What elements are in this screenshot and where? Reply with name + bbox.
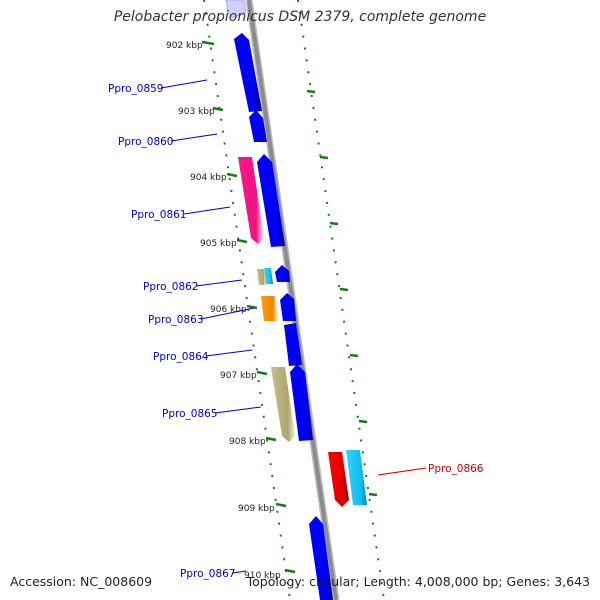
tick-908 [265,436,277,442]
tick-label-906: 906 kbp [210,305,247,315]
leader-0861 [183,206,231,215]
tick-label-902: 902 kbp [166,41,203,51]
leader-0865 [214,406,262,414]
major-ticks [201,40,296,574]
leader-lines [160,79,262,574]
outer-tick-g [368,492,378,497]
gene-pink[interactable] [238,157,264,244]
outer-dotted-ring [297,0,385,600]
outer-tick-e [349,353,359,358]
tick-904 [226,172,238,178]
gene-orange[interactable] [261,296,278,321]
gene-ppro-0866-red[interactable] [328,452,349,507]
outer-major-ticks [306,89,378,497]
label-ppro-0866[interactable]: Ppro_0866 [428,463,484,475]
gene-ppro-0864[interactable] [284,323,302,366]
outer-tick-b [319,155,329,160]
leader-0863 [200,307,255,320]
tick-906 [246,304,258,310]
tick-label-908: 908 kbp [229,437,266,447]
gene-ppro-0861[interactable] [257,154,285,247]
tick-label-909: 909 kbp [238,504,275,514]
gene-ppro-0867[interactable] [309,516,333,600]
tick-label-904: 904 kbp [190,173,227,183]
inner-dotted-ring [203,0,291,600]
top-partial-feature [225,0,247,19]
outer-tick-d [339,287,349,292]
outer-tick-f [358,419,368,424]
tick-909 [275,502,287,508]
map-title: Pelobacter propionicus DSM 2379, complet… [113,9,487,25]
leader-0862 [195,279,243,287]
label-ppro-0864[interactable]: Ppro_0864 [153,351,209,363]
gene-ppro-0860[interactable] [249,110,267,142]
label-ppro-0859[interactable]: Ppro_0859 [108,83,163,95]
gene-ppro-0863[interactable] [280,293,296,321]
label-ppro-0861[interactable]: Ppro_0861 [131,209,186,221]
label-ppro-0860[interactable]: Ppro_0860 [118,136,173,148]
label-ppro-0863[interactable]: Ppro_0863 [148,314,203,326]
leader-0867 [232,570,247,574]
forward-genes [234,33,333,600]
gene-ppro-0859[interactable] [234,33,262,112]
accession-text: Accession: NC_008609 [10,574,153,589]
tick-label-903: 903 kbp [178,107,215,117]
tick-903 [212,106,224,112]
outer-tick-a [306,89,316,94]
gene-ppro-0862[interactable] [275,265,290,282]
tick-label-910: 910 kbp [244,571,281,581]
gene-khaki-small[interactable] [257,269,266,285]
leader-0864 [205,349,253,357]
tick-910 [284,568,296,574]
tick-907 [256,370,268,376]
tick-905 [236,238,248,244]
tick-label-907: 907 kbp [220,371,257,381]
label-ppro-0867[interactable]: Ppro_0867 [180,568,235,580]
gene-khaki[interactable] [271,367,295,442]
gene-cyan-small[interactable] [264,268,273,284]
label-ppro-0862[interactable]: Ppro_0862 [143,281,198,293]
gene-ppro-0866-cyan[interactable] [346,450,367,505]
leader-0866 [377,467,427,476]
topology-summary: Topology: circular; Length: 4,008,000 bp… [246,574,590,589]
tick-902 [201,40,215,46]
gene-ppro-0865[interactable] [290,364,313,441]
label-ppro-0865[interactable]: Ppro_0865 [162,408,217,420]
leader-0860 [170,133,218,142]
tick-label-905: 905 kbp [200,239,237,249]
outer-tick-c [329,221,339,226]
leader-0859 [160,79,208,89]
